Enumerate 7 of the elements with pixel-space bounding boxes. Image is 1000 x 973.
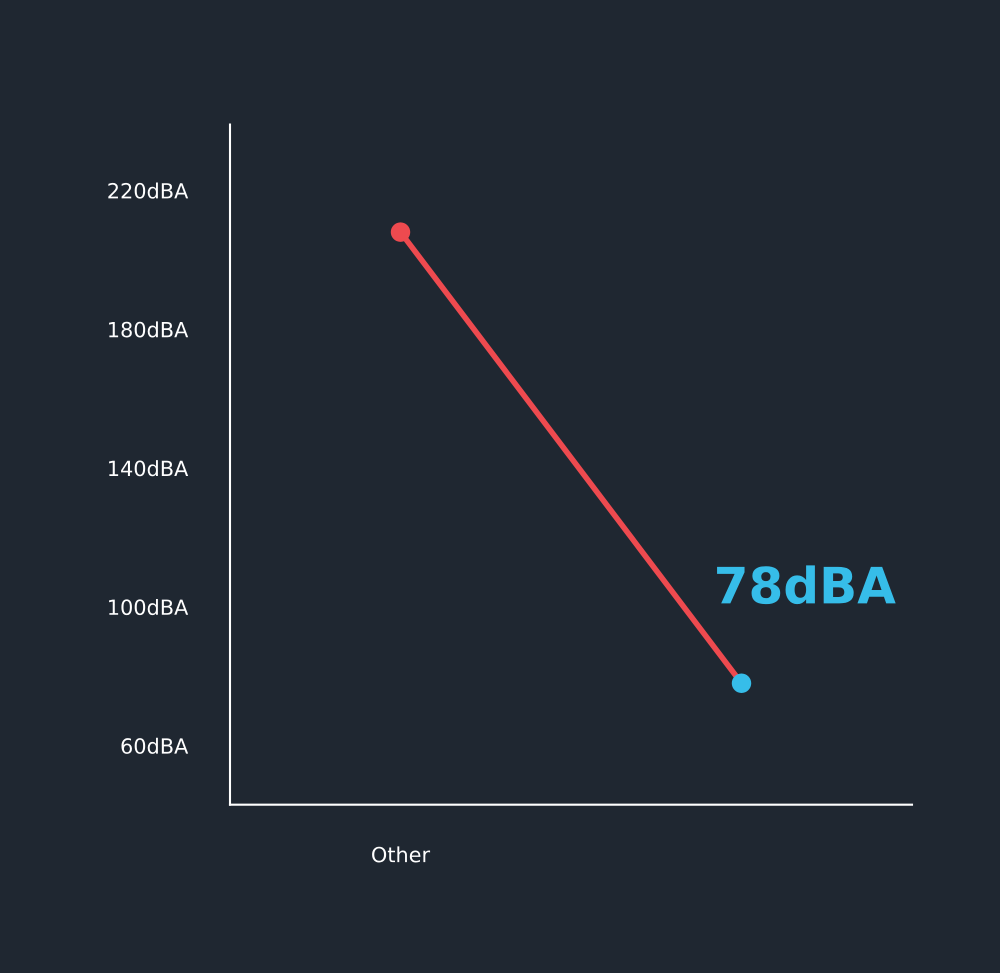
data-label: 78dBA <box>717 565 896 604</box>
x-tick-label: Other <box>372 846 430 862</box>
y-tick-label: 140dBA <box>109 460 188 476</box>
y-tick-label: 180dBA <box>109 321 188 338</box>
y-tick-label: 60dBA <box>122 738 188 754</box>
y-tick-label: 100dBA <box>109 598 188 616</box>
y-tick-label: 220dBA <box>108 182 188 199</box>
